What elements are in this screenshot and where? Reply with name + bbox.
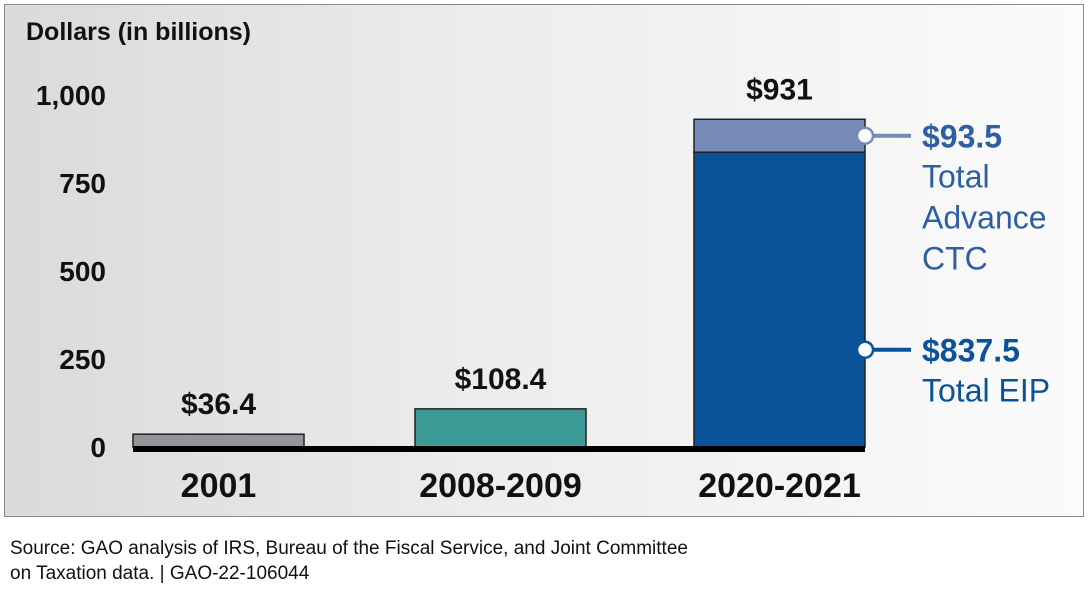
bar-segment bbox=[693, 151, 866, 448]
source-line-1: Source: GAO analysis of IRS, Bureau of t… bbox=[10, 538, 688, 559]
x-tick-label: 2001 bbox=[181, 467, 257, 505]
annotation-text: Total bbox=[922, 159, 990, 195]
source-note: Source: GAO analysis of IRS, Bureau of t… bbox=[10, 536, 688, 586]
annotation-text: Advance bbox=[922, 200, 1047, 236]
bar-segment bbox=[132, 433, 305, 448]
y-tick-label: 250 bbox=[59, 344, 106, 375]
bar-segment bbox=[414, 408, 587, 448]
x-tick-label: 2008-2009 bbox=[419, 467, 582, 505]
annotation-text: Total EIP bbox=[922, 373, 1050, 409]
annotation-dot bbox=[855, 126, 875, 145]
annotation-value: $837.5 bbox=[922, 333, 1020, 369]
bar-total-label: $36.4 bbox=[181, 388, 256, 421]
annotation-text: CTC bbox=[922, 241, 988, 277]
y-tick-label: 500 bbox=[59, 256, 106, 287]
bar-total-label: $108.4 bbox=[455, 363, 547, 396]
source-line-2: on Taxation data. | GAO-22-106044 bbox=[10, 563, 310, 584]
x-tick-label: 2020-2021 bbox=[698, 467, 861, 505]
y-axis-label: Dollars (in billions) bbox=[26, 18, 251, 46]
y-tick-label: 1,000 bbox=[36, 80, 106, 111]
annotation-dot bbox=[855, 340, 875, 359]
bar-segment bbox=[693, 118, 866, 153]
y-tick-label: 750 bbox=[59, 168, 106, 199]
bar-total-label: $931 bbox=[746, 73, 813, 106]
x-axis-baseline bbox=[133, 446, 865, 452]
y-tick-label: 0 bbox=[90, 432, 106, 463]
annotation-value: $93.5 bbox=[922, 119, 1002, 155]
